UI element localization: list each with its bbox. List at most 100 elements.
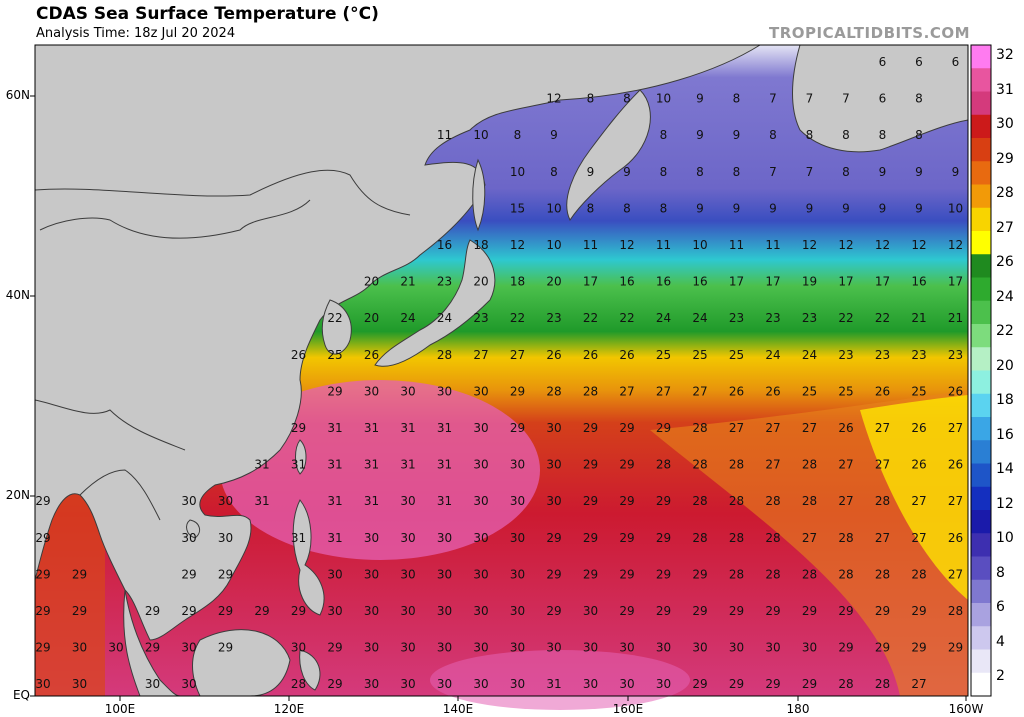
philippines (292, 499, 325, 616)
sst-value: 30 (437, 384, 452, 398)
colorbar-swatch (971, 370, 991, 395)
sst-value: 24 (692, 311, 707, 325)
colorbar-tick-label: 20 (996, 357, 1014, 374)
sst-value: 8 (660, 201, 668, 215)
sst-value: 29 (619, 421, 634, 435)
colorbar-swatch (971, 603, 991, 627)
sst-value: 9 (915, 201, 923, 215)
sst-value: 27 (911, 677, 926, 691)
colorbar-swatch (971, 556, 991, 581)
sst-value: 27 (692, 384, 707, 398)
sst-value: 8 (806, 128, 814, 142)
sst-value: 10 (546, 238, 561, 252)
sst-value: 31 (437, 494, 452, 508)
sst-value: 12 (875, 238, 890, 252)
sst-value: 12 (619, 238, 634, 252)
sst-value: 28 (546, 384, 561, 398)
sst-value: 29 (619, 494, 634, 508)
korea (321, 299, 352, 355)
sst-value: 26 (911, 421, 926, 435)
sst-value: 29 (802, 677, 817, 691)
sst-value: 26 (546, 348, 561, 362)
sst-value: 31 (437, 458, 452, 472)
sst-value: 27 (948, 421, 963, 435)
sst-value: 6 (915, 55, 923, 69)
lat-label-60n: 60N (5, 88, 30, 102)
sst-value: 11 (437, 128, 452, 142)
sst-value: 30 (473, 494, 488, 508)
colorbar-tick-label: 22 (996, 323, 1014, 339)
sst-value: 24 (437, 311, 452, 325)
colorbar-tick-label: 31 (996, 81, 1014, 98)
colorbar-tick-label: 16 (996, 426, 1014, 443)
sst-value: 8 (769, 128, 777, 142)
sst-value: 12 (838, 238, 853, 252)
sst-value: 20 (473, 275, 488, 289)
sst-value: 20 (546, 275, 561, 289)
sst-value: 29 (546, 531, 561, 545)
sst-value: 31 (327, 494, 342, 508)
sst-value: 26 (875, 384, 890, 398)
sst-value: 30 (181, 531, 196, 545)
sst-value: 8 (587, 92, 595, 106)
sst-value: 27 (875, 531, 890, 545)
sst-value: 8 (550, 165, 558, 179)
map-frame (34, 44, 969, 697)
sst-value: 9 (806, 201, 814, 215)
japan (374, 239, 496, 367)
sst-value: 29 (35, 641, 50, 655)
sst-value: 25 (911, 384, 926, 398)
colorbar-swatch (971, 649, 991, 674)
sst-value: 12 (546, 92, 561, 106)
sst-value: 18 (510, 275, 525, 289)
lon-label-140e: 140E (442, 702, 474, 716)
sst-value: 22 (619, 311, 634, 325)
sst-value: 12 (948, 238, 963, 252)
sst-value: 16 (692, 275, 707, 289)
sst-value: 10 (948, 201, 963, 215)
sst-value: 8 (696, 165, 704, 179)
colorbar-swatch (971, 45, 991, 69)
sst-value: 30 (364, 641, 379, 655)
sst-value: 28 (765, 494, 780, 508)
sst-value: 29 (72, 567, 87, 581)
colorbar-swatch (971, 68, 991, 92)
sst-value: 30 (546, 494, 561, 508)
sst-value: 29 (692, 677, 707, 691)
sst-value: 28 (692, 458, 707, 472)
colorbar-swatch (971, 161, 991, 185)
sst-value: 17 (765, 275, 780, 289)
sst-value: 31 (400, 421, 415, 435)
colorbar-swatch (971, 440, 991, 464)
sst-value: 30 (692, 641, 707, 655)
sst-value: 28 (765, 567, 780, 581)
sst-value: 6 (879, 55, 887, 69)
sst-value: 28 (692, 421, 707, 435)
sst-value: 29 (35, 567, 50, 581)
sst-value: 16 (619, 275, 634, 289)
colorbar-tick-label: 12 (996, 495, 1014, 512)
sst-value: 26 (583, 348, 598, 362)
sst-value: 29 (838, 641, 853, 655)
sst-value: 28 (838, 677, 853, 691)
sst-value: 22 (510, 311, 525, 325)
sst-value: 11 (583, 238, 598, 252)
sst-value: 11 (765, 238, 780, 252)
sst-value: 30 (510, 494, 525, 508)
sst-value: 31 (254, 494, 269, 508)
sst-value: 30 (473, 604, 488, 618)
sst-value: 27 (473, 348, 488, 362)
taiwan (295, 439, 307, 475)
sst-value-labels: 6 6 6 12 8 8 10 9 8 7 7 7 6 8 11 10 8 9 8 9 9 8 8 8 8 8 10 8 9 9 8 8 8 7 7… (35, 55, 963, 691)
lat-label-20n: 20N (5, 488, 30, 502)
sst-value: 30 (181, 641, 196, 655)
sst-value: 30 (364, 677, 379, 691)
sst-value: 29 (327, 677, 342, 691)
sst-value: 26 (729, 384, 744, 398)
sst-value: 9 (696, 201, 704, 215)
sst-value: 28 (802, 567, 817, 581)
sst-value: 10 (473, 128, 488, 142)
sst-value: 29 (35, 604, 50, 618)
sst-value: 27 (802, 531, 817, 545)
